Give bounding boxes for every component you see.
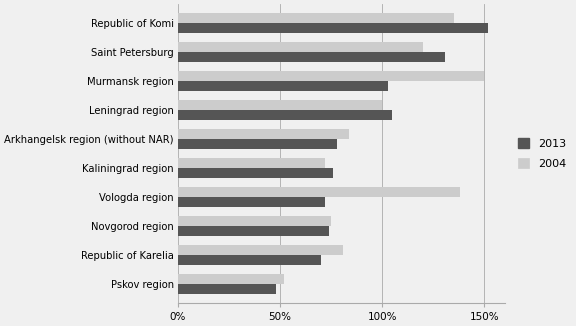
Bar (178, 157, 325, 168)
Bar (178, 215, 331, 226)
Bar (178, 42, 423, 52)
Bar (178, 23, 488, 34)
Bar (178, 197, 325, 207)
Bar (178, 139, 337, 149)
Bar (178, 226, 329, 236)
Bar (178, 274, 284, 284)
Bar (178, 186, 460, 197)
Bar (178, 284, 276, 294)
Legend: 2013, 2004: 2013, 2004 (513, 134, 571, 173)
Bar (178, 168, 333, 178)
Bar (178, 52, 445, 63)
Bar (178, 244, 343, 255)
Bar (178, 128, 350, 139)
Bar (178, 255, 321, 265)
Bar (178, 99, 382, 110)
Bar (178, 110, 392, 120)
Bar (178, 70, 484, 81)
Bar (178, 13, 454, 23)
Bar (178, 81, 388, 91)
